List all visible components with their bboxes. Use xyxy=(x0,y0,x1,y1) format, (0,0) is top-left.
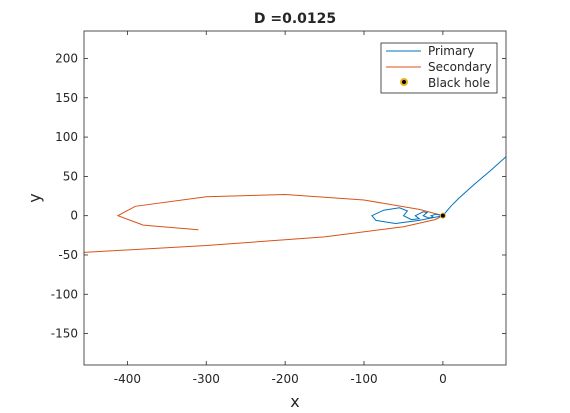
series-line-secondary xyxy=(84,193,445,253)
y-tick-label: -150 xyxy=(51,327,78,341)
x-tick-label: -300 xyxy=(193,372,220,386)
y-tick-label: 200 xyxy=(55,52,78,66)
x-axis-label: x xyxy=(290,392,299,411)
y-tick-label: -100 xyxy=(51,287,78,301)
legend-label-primary: Primary xyxy=(428,44,474,58)
y-tick-label: 100 xyxy=(55,130,78,144)
x-tick-label: 0 xyxy=(439,372,447,386)
x-tick-label: -100 xyxy=(350,372,377,386)
y-tick-label: -50 xyxy=(58,248,78,262)
x-tick-label: -200 xyxy=(272,372,299,386)
y-tick-label: 0 xyxy=(70,209,78,223)
y-tick-label: 50 xyxy=(63,169,78,183)
black-hole-point xyxy=(439,212,446,219)
axes-box xyxy=(83,30,507,366)
y-tick-label: 150 xyxy=(55,91,78,105)
ticks-layer: -400 -300 -200 -100 0 200 150 100 50 0 -50 -100 -150 xyxy=(51,31,506,386)
series-line-primary xyxy=(371,156,506,225)
x-tick-label: -400 xyxy=(114,372,141,386)
legend-marker-black-hole xyxy=(400,78,408,86)
legend-label-black-hole: Black hole xyxy=(428,76,490,90)
chart-title: D =0.0125 xyxy=(254,11,336,27)
legend: Primary Secondary Black hole xyxy=(380,42,498,94)
legend-label-secondary: Secondary xyxy=(428,60,492,74)
y-axis-label: y xyxy=(25,193,44,202)
series-layer xyxy=(84,156,506,253)
